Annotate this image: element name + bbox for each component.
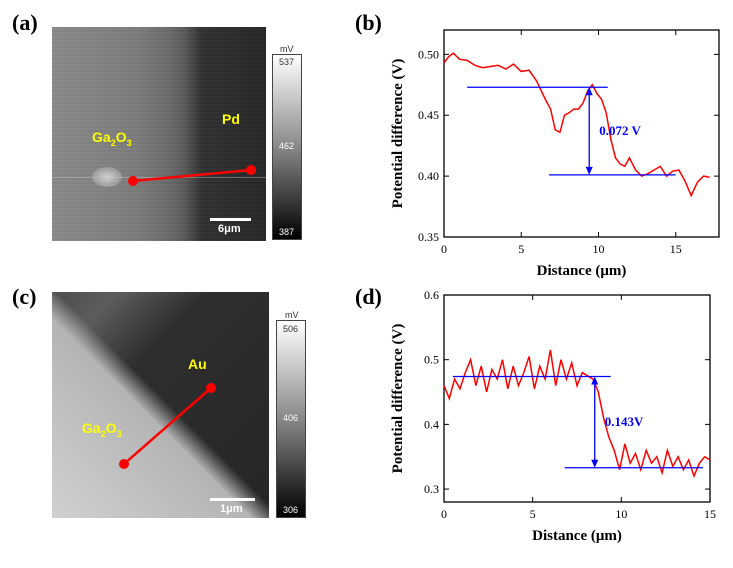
colorbar-c: 506 406 306 — [276, 320, 306, 518]
colorbar-tick-mid-a: 462 — [279, 141, 295, 151]
x-tick-label-b: 15 — [670, 242, 682, 256]
kpfm-image-a: Ga2O3 Pd 6μm — [52, 27, 266, 241]
x-tick-label-d: 10 — [615, 507, 627, 521]
kpfm-image-c: Ga2O3 Au 1μm — [52, 292, 269, 518]
arrow-head-up-b — [585, 87, 593, 96]
colorbar-unit-c: mV — [285, 310, 299, 320]
panel-label-a: (a) — [12, 10, 38, 35]
profile-line-c — [119, 383, 216, 469]
arrow-head-up-d — [591, 376, 599, 385]
colorbar-tick-max-c: 506 — [283, 324, 299, 334]
plot-frame-d — [443, 294, 711, 503]
x-axis-label-d: Distance (μm) — [532, 528, 622, 544]
scalebar-text-c: 1μm — [220, 503, 243, 515]
potential-series-line-b — [443, 52, 710, 198]
colorbar-tick-max-a: 537 — [279, 57, 295, 67]
x-tick-label-b: 0 — [441, 242, 447, 256]
y-axis-label-b: Potential difference (V) — [390, 59, 406, 209]
colorbar-unit-a: mV — [280, 44, 294, 54]
y-tick-label-d: 0.4 — [424, 417, 439, 431]
x-axis-label-b: Distance (μm) — [537, 263, 627, 279]
potential-difference-annotation-d: 0.143V — [605, 414, 644, 429]
profile-line-a — [128, 165, 256, 186]
x-tick-label-d: 0 — [441, 507, 447, 521]
plot-frame-b — [443, 29, 720, 238]
potential-difference-annotation-b: 0.072 V — [599, 123, 641, 138]
y-tick-label-d: 0.6 — [424, 288, 439, 302]
material-label-ga2o3-c: Ga2O3 — [82, 420, 122, 439]
material-label-pd: Pd — [222, 111, 240, 127]
y-tick-label-b: 0.35 — [418, 230, 439, 244]
colorbar-tick-min-c: 306 — [283, 505, 299, 515]
x-tick-label-d: 15 — [704, 507, 716, 521]
y-tick-label-b: 0.40 — [418, 169, 439, 183]
y-tick-label-d: 0.5 — [424, 353, 439, 367]
y-axis-label-d: Potential difference (V) — [390, 324, 406, 474]
colorbar-tick-min-a: 387 — [279, 227, 295, 237]
arrow-head-down-d — [591, 459, 599, 468]
colorbar-tick-mid-c: 406 — [283, 413, 299, 423]
material-label-ga2o3-a: Ga2O3 — [92, 129, 132, 148]
panel-label-b: (b) — [355, 10, 382, 35]
scalebar-a — [210, 218, 251, 221]
panel-label-d: (d) — [355, 284, 382, 309]
y-tick-label-b: 0.50 — [418, 47, 439, 61]
potential-profile-chart-d: 0 5 10 15 0.3 0.4 0.5 0.6 Distance (μm) Potential… — [390, 288, 716, 544]
x-tick-label-b: 5 — [518, 242, 524, 256]
x-tick-label-b: 10 — [592, 242, 604, 256]
y-tick-label-d: 0.3 — [424, 482, 439, 496]
scalebar-c — [210, 498, 255, 501]
potential-series-line-d — [443, 349, 711, 479]
y-tick-label-b: 0.45 — [418, 108, 439, 122]
colorbar-a: 537 462 387 — [272, 54, 302, 240]
panel-label-c: (c) — [12, 284, 37, 309]
scalebar-text-a: 6μm — [218, 223, 241, 235]
material-label-au: Au — [188, 356, 207, 372]
arrow-head-down-b — [585, 166, 593, 175]
potential-profile-chart-b: 0 5 10 15 0.35 0.40 0.45 0.50 Distance (μm) Poten… — [390, 29, 720, 279]
x-tick-label-d: 5 — [530, 507, 536, 521]
